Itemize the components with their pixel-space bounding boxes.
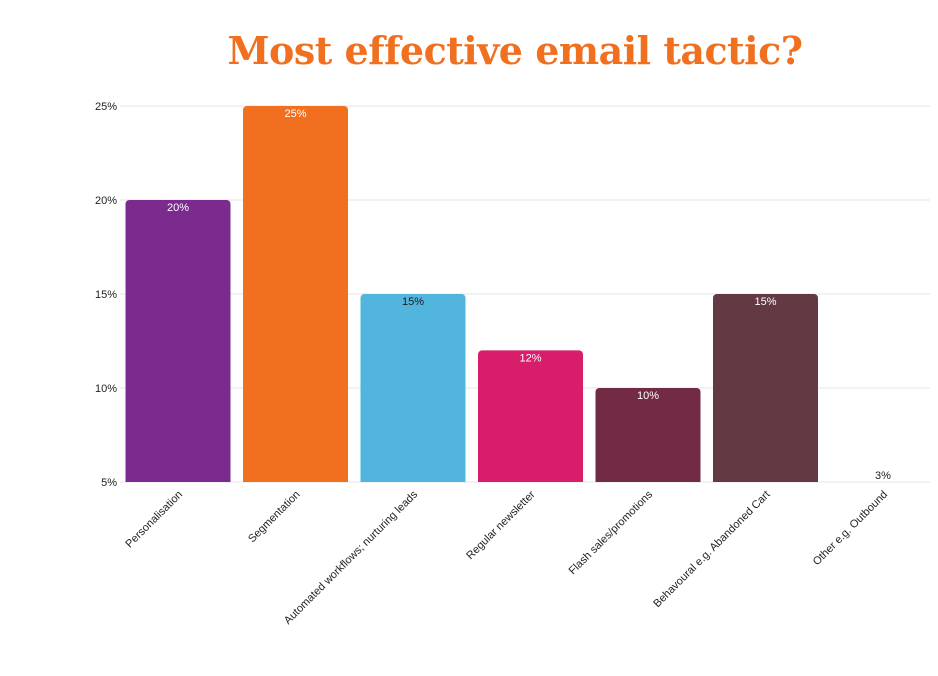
bar-value-label: 20%: [167, 202, 189, 214]
bar: [478, 350, 583, 482]
x-category-label: Personalisation: [123, 489, 185, 551]
bar-value-labels: 20% 25% 15% 12% 10% 15% 3%: [167, 108, 891, 482]
bar-value-label: 10%: [637, 390, 659, 402]
x-category-label: Other e.g. Outbound: [811, 489, 890, 568]
bar-base: [595, 477, 701, 482]
bar-value-label: 12%: [519, 352, 541, 364]
x-category-label: Automated workflows; nurturing leads: [282, 488, 421, 627]
bar-base: [125, 477, 231, 482]
bar: [243, 106, 348, 482]
bar-value-label: 15%: [402, 296, 424, 308]
x-category-label: Behavoural e.g. Abandoned Cart: [651, 489, 772, 610]
bar-base: [360, 477, 466, 482]
bar: [360, 294, 466, 482]
chart-title: Most effective email tactic?: [227, 28, 803, 73]
bar-base: [243, 477, 348, 482]
bars: [125, 106, 818, 482]
y-tick-label: 15%: [95, 289, 117, 301]
x-category-label: Flash sales/promotions: [567, 488, 656, 577]
bar-value-label: 3%: [875, 470, 891, 482]
bar-value-label: 15%: [754, 296, 776, 308]
x-category-label: Regular newsletter: [464, 488, 538, 562]
x-category-label: Segmentation: [246, 489, 302, 545]
y-tick-label: 20%: [95, 195, 117, 207]
y-axis-ticks: 5% 10% 15% 20% 25%: [95, 101, 117, 489]
bar: [713, 294, 818, 482]
y-tick-label: 5%: [101, 477, 117, 489]
bar: [125, 200, 231, 482]
bar-base: [478, 477, 583, 482]
y-tick-label: 10%: [95, 383, 117, 395]
y-tick-label: 25%: [95, 101, 117, 113]
bar-base: [713, 477, 818, 482]
bar-value-label: 25%: [284, 108, 306, 120]
bar: [595, 388, 701, 482]
